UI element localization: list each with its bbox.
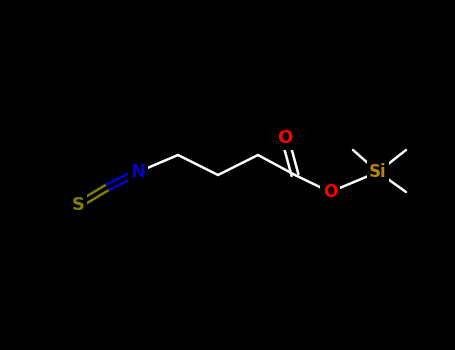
- Text: S: S: [71, 196, 85, 214]
- Text: O: O: [278, 129, 293, 147]
- Text: Si: Si: [369, 163, 387, 181]
- Text: O: O: [323, 183, 337, 201]
- Text: N: N: [131, 163, 146, 181]
